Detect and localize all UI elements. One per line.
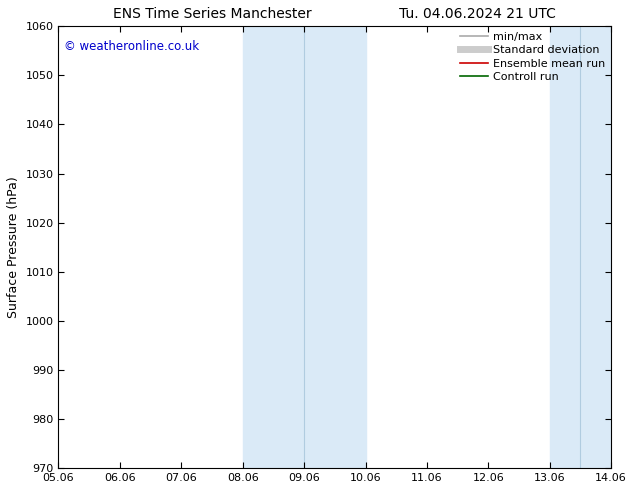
Bar xyxy=(550,26,611,468)
Y-axis label: Surface Pressure (hPa): Surface Pressure (hPa) xyxy=(7,176,20,318)
Bar xyxy=(243,26,366,468)
Title: ENS Time Series Manchester                    Tu. 04.06.2024 21 UTC: ENS Time Series Manchester Tu. 04.06.202… xyxy=(113,7,556,21)
Legend: min/max, Standard deviation, Ensemble mean run, Controll run: min/max, Standard deviation, Ensemble me… xyxy=(460,32,605,82)
Text: © weatheronline.co.uk: © weatheronline.co.uk xyxy=(64,40,199,52)
